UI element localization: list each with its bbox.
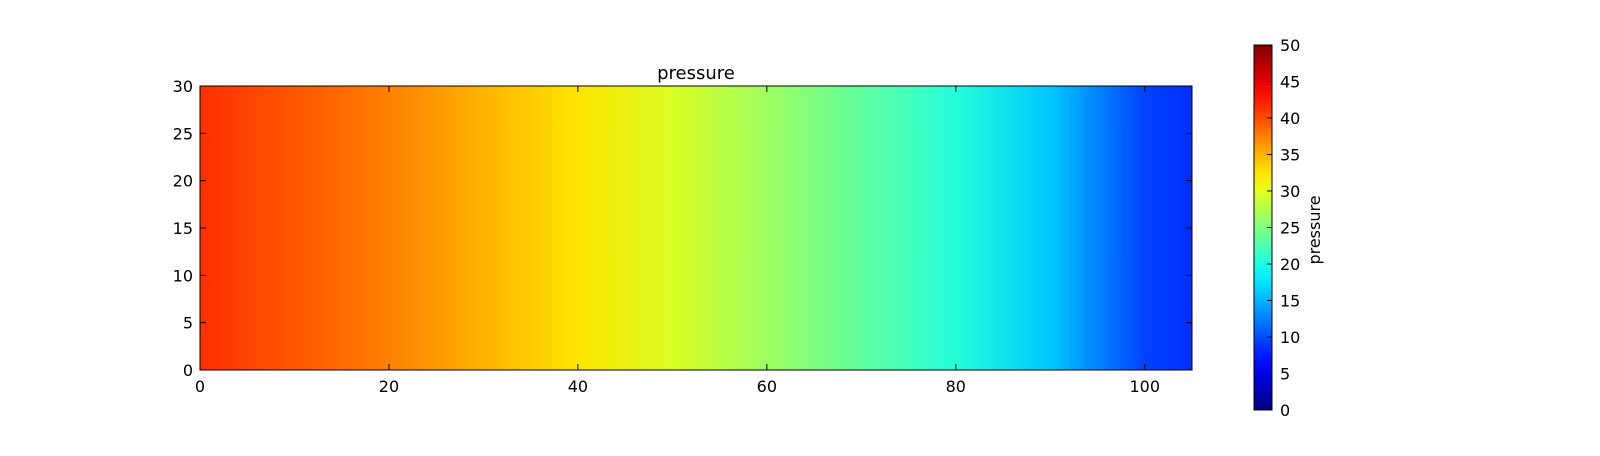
colorbar [1254,45,1272,410]
x-tick-label: 40 [568,377,588,396]
x-tick-label: 60 [757,377,777,396]
colorbar-tick-label: 15 [1280,292,1300,311]
x-tick-label: 0 [195,377,205,396]
colorbar-tick-label: 50 [1280,36,1300,55]
colorbar-tick-label: 5 [1280,365,1290,384]
colorbar-tick-label: 10 [1280,328,1300,347]
colorbar-tick-label: 0 [1280,401,1290,420]
heatmap-field [200,86,1192,370]
y-tick-label: 0 [183,361,193,380]
y-tick-label: 30 [173,77,193,96]
chart-title: pressure [657,63,735,84]
colorbar-tick-label: 45 [1280,73,1300,92]
colorbar-tick-label: 20 [1280,255,1300,274]
x-axis: 0 20 40 60 80 100 [195,86,1160,396]
y-axis: 0 5 10 15 20 25 30 [173,77,1192,380]
y-tick-label: 10 [173,266,193,285]
colorbar-tick-label: 40 [1280,109,1300,128]
x-tick-label: 100 [1129,377,1160,396]
colorbar-tick-label: 30 [1280,182,1300,201]
colorbar-tick-label: 35 [1280,146,1300,165]
x-tick-label: 20 [379,377,399,396]
colorbar-axis: 0 5 10 15 20 25 30 35 40 45 50 [1267,36,1300,420]
y-tick-label: 15 [173,219,193,238]
y-tick-label: 20 [173,172,193,191]
x-tick-label: 80 [946,377,966,396]
colorbar-tick-label: 25 [1280,219,1300,238]
y-tick-label: 25 [173,124,193,143]
colorbar-label: pressure [1305,195,1324,264]
y-tick-label: 5 [183,314,193,333]
